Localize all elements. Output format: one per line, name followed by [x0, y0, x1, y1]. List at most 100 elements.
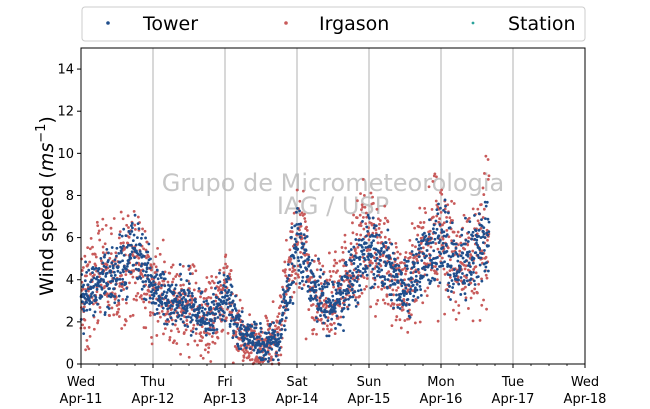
data-point: [456, 259, 460, 263]
data-point: [435, 208, 439, 212]
data-point: [359, 288, 363, 292]
data-point: [92, 284, 96, 288]
data-point: [471, 319, 475, 323]
data-point: [197, 287, 201, 290]
data-point: [161, 238, 165, 242]
data-point: [147, 242, 151, 246]
data-point: [92, 273, 96, 277]
data-point: [424, 265, 427, 269]
data-point: [304, 249, 308, 252]
data-point: [156, 319, 160, 323]
vertical-gridlines: [152, 48, 514, 364]
data-point: [155, 308, 159, 311]
x-tick-day: Sun: [357, 375, 382, 390]
data-point: [383, 282, 387, 286]
data-point: [175, 294, 179, 298]
data-point: [87, 297, 91, 300]
data-point: [482, 193, 486, 196]
data-point: [267, 357, 271, 360]
data-point: [388, 286, 392, 289]
data-point: [336, 316, 340, 320]
x-tick-day: Wed: [67, 375, 95, 390]
data-point: [399, 292, 403, 296]
data-point: [435, 214, 439, 218]
data-point: [334, 327, 337, 330]
data-point: [137, 269, 141, 272]
data-point: [374, 315, 377, 318]
data-point: [344, 246, 347, 250]
data-point: [175, 342, 179, 345]
data-point: [416, 261, 420, 265]
data-point: [203, 331, 206, 335]
data-point: [378, 222, 381, 226]
data-point: [425, 249, 429, 252]
data-point: [422, 238, 426, 241]
data-point: [182, 311, 185, 315]
data-point: [253, 337, 256, 341]
data-point: [435, 278, 439, 282]
data-point: [164, 294, 168, 298]
data-point: [209, 360, 213, 363]
data-point: [168, 336, 172, 339]
data-point: [396, 256, 400, 260]
data-point: [142, 254, 146, 258]
data-point: [112, 287, 116, 291]
data-point: [94, 296, 98, 299]
data-point: [278, 346, 282, 350]
data-point: [205, 331, 209, 335]
data-point: [125, 301, 128, 305]
data-point: [254, 326, 258, 330]
data-point: [363, 287, 367, 291]
data-point: [298, 281, 302, 285]
data-point: [387, 270, 391, 274]
data-point: [281, 311, 285, 315]
data-point: [197, 311, 201, 315]
data-point: [116, 269, 120, 273]
x-tick-day: Wed: [571, 375, 599, 390]
x-tick-day: Mon: [427, 375, 454, 390]
data-point: [355, 280, 359, 283]
data-point: [226, 294, 229, 298]
data-point: [392, 293, 395, 297]
data-point: [208, 332, 211, 336]
data-point: [177, 330, 181, 334]
data-point: [178, 301, 182, 305]
data-point: [275, 320, 279, 324]
data-point: [288, 268, 292, 271]
data-point: [388, 256, 392, 259]
data-point: [232, 331, 236, 335]
data-point: [398, 318, 402, 322]
data-point: [127, 235, 131, 239]
data-point: [445, 228, 449, 232]
data-point: [127, 258, 131, 262]
data-point: [231, 336, 235, 340]
data-point: [476, 275, 480, 278]
data-point: [105, 271, 109, 275]
data-point: [341, 251, 345, 254]
data-point: [432, 215, 435, 219]
data-point: [290, 222, 294, 226]
data-point: [425, 273, 429, 277]
data-point: [430, 266, 434, 270]
data-point: [99, 256, 103, 260]
data-point: [86, 283, 90, 287]
data-point: [443, 312, 447, 316]
data-point: [451, 252, 455, 256]
data-point: [485, 276, 489, 280]
data-point: [467, 283, 471, 287]
data-point: [474, 265, 478, 269]
data-point: [266, 341, 270, 345]
data-point: [265, 332, 268, 335]
data-points: [79, 154, 491, 366]
data-point: [384, 264, 388, 268]
data-point: [432, 249, 436, 253]
data-point: [483, 172, 486, 175]
data-point: [231, 315, 235, 319]
data-point: [284, 274, 288, 278]
data-point: [116, 278, 120, 281]
data-point: [248, 347, 252, 351]
data-point: [482, 232, 486, 236]
data-point: [278, 340, 282, 344]
data-point: [120, 285, 124, 288]
data-point: [194, 269, 198, 273]
